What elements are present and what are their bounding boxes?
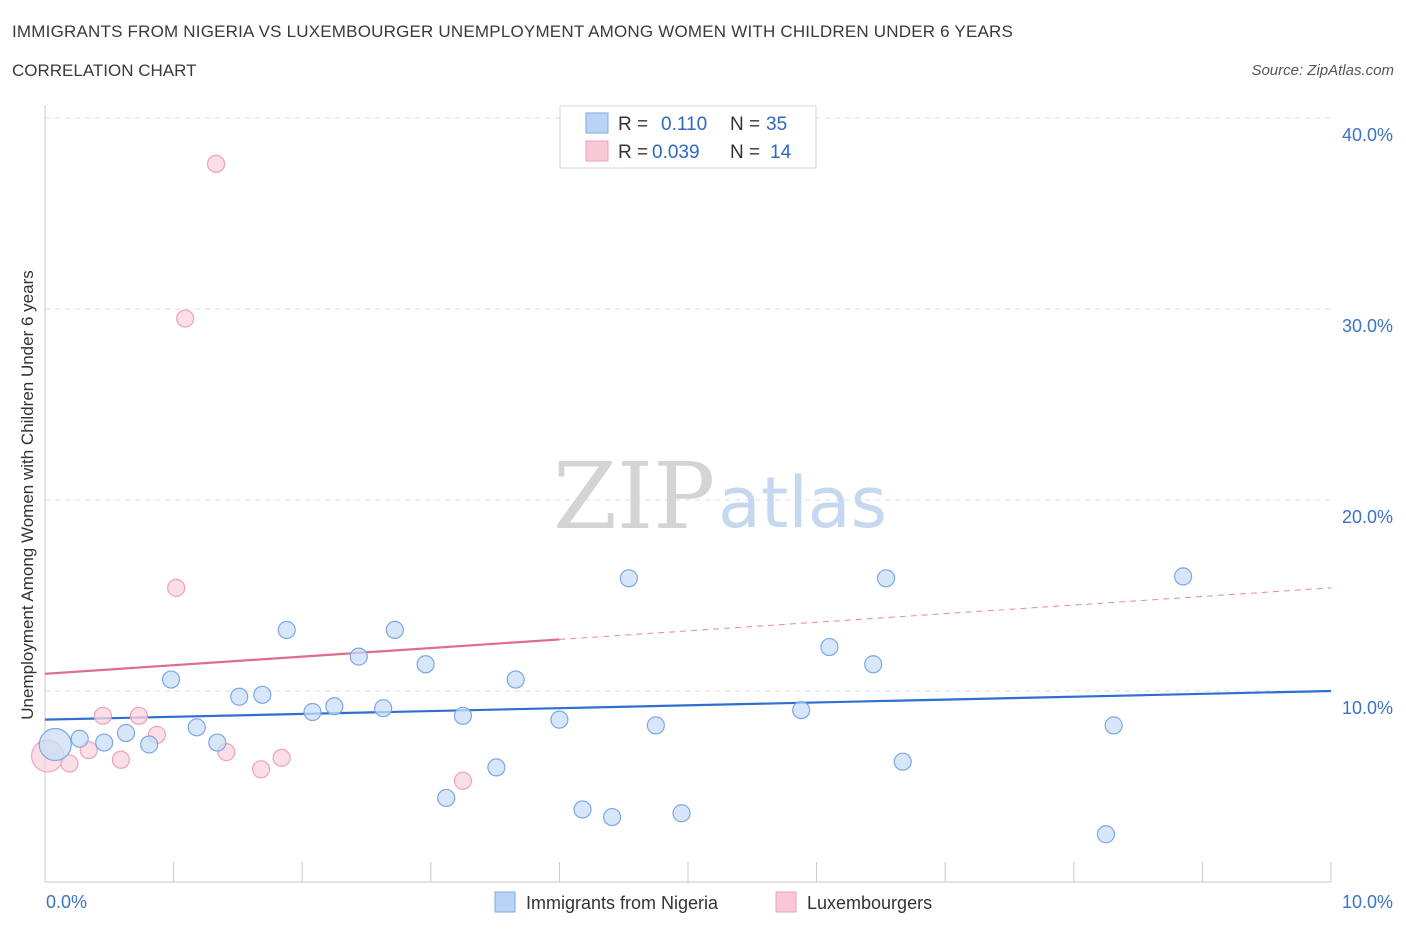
nigeria-point xyxy=(453,706,473,725)
nigeria-point xyxy=(95,733,114,752)
source-credit: Source: ZipAtlas.com xyxy=(1251,62,1394,79)
nigeria-point xyxy=(573,800,592,819)
legend-n-label: N = xyxy=(730,142,760,163)
legend-n-value: 14 xyxy=(770,142,792,163)
series-legend-swatch-nigeria xyxy=(494,891,516,913)
gridlines xyxy=(45,117,1331,692)
y-tick-labels: 10.0% 20.0% 30.0% 40.0% xyxy=(1342,125,1393,718)
nigeria-point xyxy=(325,697,344,716)
nigeria-point xyxy=(253,685,272,704)
series-legend: Immigrants from Nigeria Luxembourgers xyxy=(494,891,932,913)
chart-title: IMMIGRANTS FROM NIGERIA VS LUXEMBOURGER … xyxy=(12,22,1014,41)
data-points xyxy=(30,154,1193,844)
stats-legend: R = 0.110 N = 35 R = 0.039 N = 14 xyxy=(559,105,817,169)
luxembourg-point xyxy=(93,706,112,725)
nigeria-point xyxy=(437,788,456,808)
trend-line-luxembourg xyxy=(44,638,560,675)
y-tick-label: 40.0% xyxy=(1342,125,1393,145)
legend-r-value: 0.110 xyxy=(661,114,707,135)
nigeria-point xyxy=(70,729,89,748)
nigeria-point xyxy=(876,569,896,588)
nigeria-point xyxy=(603,807,622,827)
nigeria-point xyxy=(385,620,404,639)
nigeria-point xyxy=(349,647,368,666)
luxembourg-point xyxy=(167,578,186,597)
nigeria-point xyxy=(1096,825,1116,844)
luxembourg-point xyxy=(272,748,291,767)
nigeria-point xyxy=(506,670,525,689)
nigeria-point xyxy=(230,687,249,706)
nigeria-point xyxy=(1174,567,1193,586)
legend-n-label: N = xyxy=(730,114,760,135)
luxembourg-point xyxy=(176,309,195,328)
legend-swatch-luxembourg xyxy=(585,140,609,162)
legend-r-value: 0.039 xyxy=(652,142,700,163)
legend-swatch-nigeria xyxy=(585,112,609,134)
legend-r-label: R = xyxy=(618,114,648,135)
nigeria-point xyxy=(208,733,227,752)
nigeria-point xyxy=(672,804,691,823)
nigeria-point xyxy=(646,716,665,735)
nigeria-point xyxy=(820,637,839,657)
nigeria-point xyxy=(303,702,322,722)
nigeria-point xyxy=(487,758,506,777)
nigeria-point xyxy=(792,700,811,720)
luxembourg-point xyxy=(111,750,130,769)
series-legend-label-nigeria: Immigrants from Nigeria xyxy=(526,893,719,913)
watermark: ZIP atlas xyxy=(553,443,887,550)
luxembourg-point xyxy=(453,771,473,790)
series-legend-label-luxembourg: Luxembourgers xyxy=(807,893,932,913)
luxembourg-point xyxy=(60,754,79,773)
nigeria-point xyxy=(374,699,393,718)
nigeria-point xyxy=(116,723,136,743)
legend-n-value: 35 xyxy=(766,114,787,135)
y-tick-label: 10.0% xyxy=(1342,698,1393,718)
luxembourg-point xyxy=(251,760,271,779)
chart-subtitle: CORRELATION CHART xyxy=(12,61,197,80)
y-axis-label: Unemployment Among Women with Children U… xyxy=(18,270,37,719)
series-legend-swatch-luxembourg xyxy=(775,891,797,913)
nigeria-point xyxy=(140,735,159,754)
trend-line-nigeria xyxy=(44,689,1332,721)
watermark-atlas: atlas xyxy=(718,462,887,544)
luxembourg-point xyxy=(129,706,148,725)
y-tick-label: 20.0% xyxy=(1342,507,1393,527)
legend-r-label: R = xyxy=(618,142,648,163)
nigeria-point xyxy=(893,752,912,771)
nigeria-point xyxy=(619,569,638,588)
nigeria-point xyxy=(38,727,72,762)
luxembourg-point xyxy=(206,154,226,173)
nigeria-point xyxy=(161,670,181,689)
nigeria-point xyxy=(1104,716,1123,735)
trend-line-luxembourg-extension xyxy=(559,587,1332,640)
nigeria-point xyxy=(550,710,569,729)
trend-lines xyxy=(44,587,1332,721)
nigeria-point xyxy=(187,718,206,737)
x-tick-label: 10.0% xyxy=(1342,892,1393,912)
nigeria-point xyxy=(416,655,435,674)
nigeria-point xyxy=(277,620,296,639)
y-tick-label: 30.0% xyxy=(1342,316,1393,336)
x-tick-label: 0.0% xyxy=(46,892,87,912)
x-tick-labels: 0.0% 10.0% xyxy=(46,892,1393,912)
watermark-zip: ZIP xyxy=(553,443,715,550)
nigeria-point xyxy=(864,655,883,674)
